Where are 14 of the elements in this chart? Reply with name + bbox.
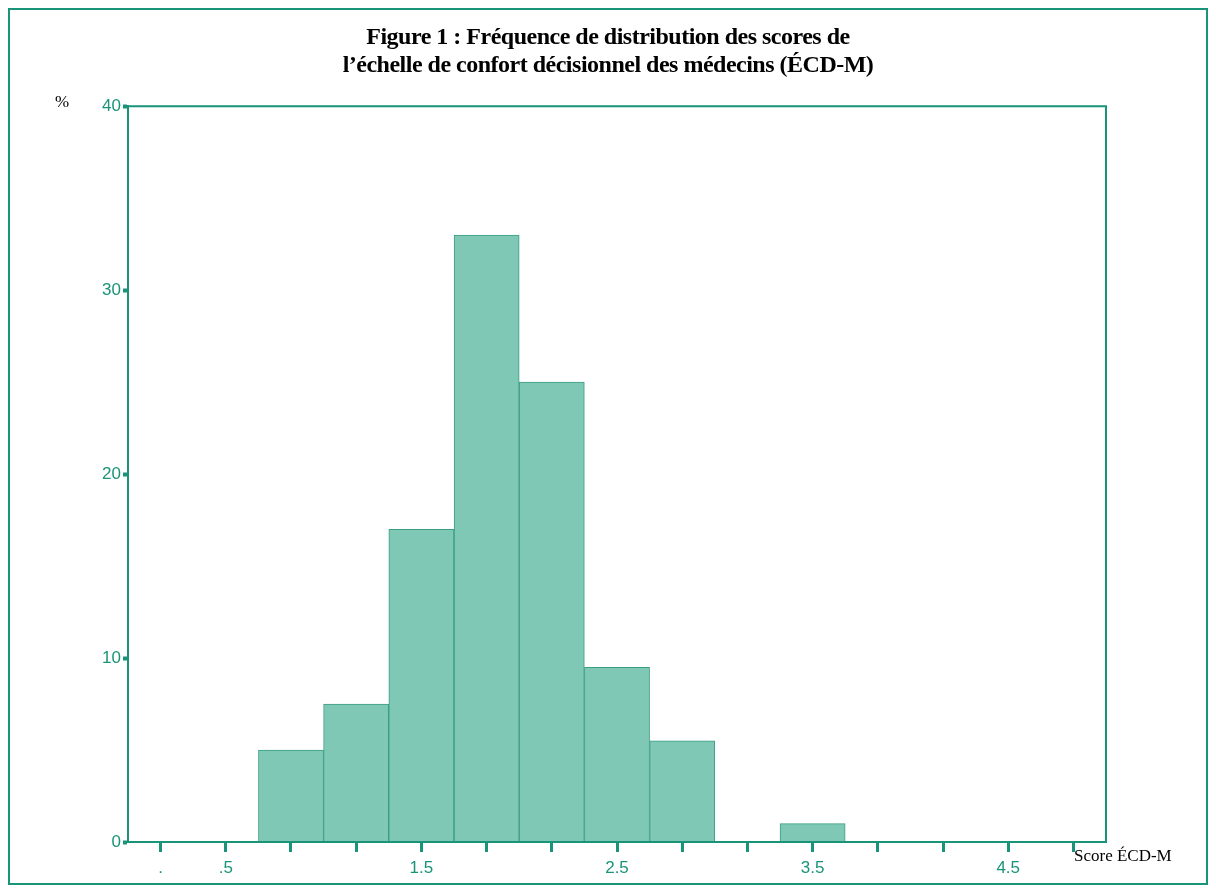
x-tick-label: 2.5 bbox=[605, 857, 629, 877]
x-tick-label: 3.5 bbox=[800, 857, 825, 877]
x-tick-label: 1.5 bbox=[409, 857, 434, 877]
x-tick-label: 4.5 bbox=[996, 857, 1021, 877]
x-tick-label: . bbox=[158, 857, 164, 877]
y-tick-label: 20 bbox=[102, 463, 121, 483]
y-tick-label: 10 bbox=[102, 647, 121, 667]
chart-title: Figure 1 : Fréquence de distribution des scores de l’échelle de confort décisionnel des médecins (ÉCD-M) bbox=[341, 22, 875, 78]
y-axis-title: % bbox=[55, 92, 70, 112]
y-tick-label: 30 bbox=[102, 279, 121, 299]
x-axis-title: Score ÉCD-M bbox=[1074, 846, 1172, 866]
y-tick-label: 40 bbox=[102, 95, 121, 115]
y-tick-label: 0 bbox=[111, 831, 121, 851]
x-tick-label: .5 bbox=[218, 857, 233, 877]
